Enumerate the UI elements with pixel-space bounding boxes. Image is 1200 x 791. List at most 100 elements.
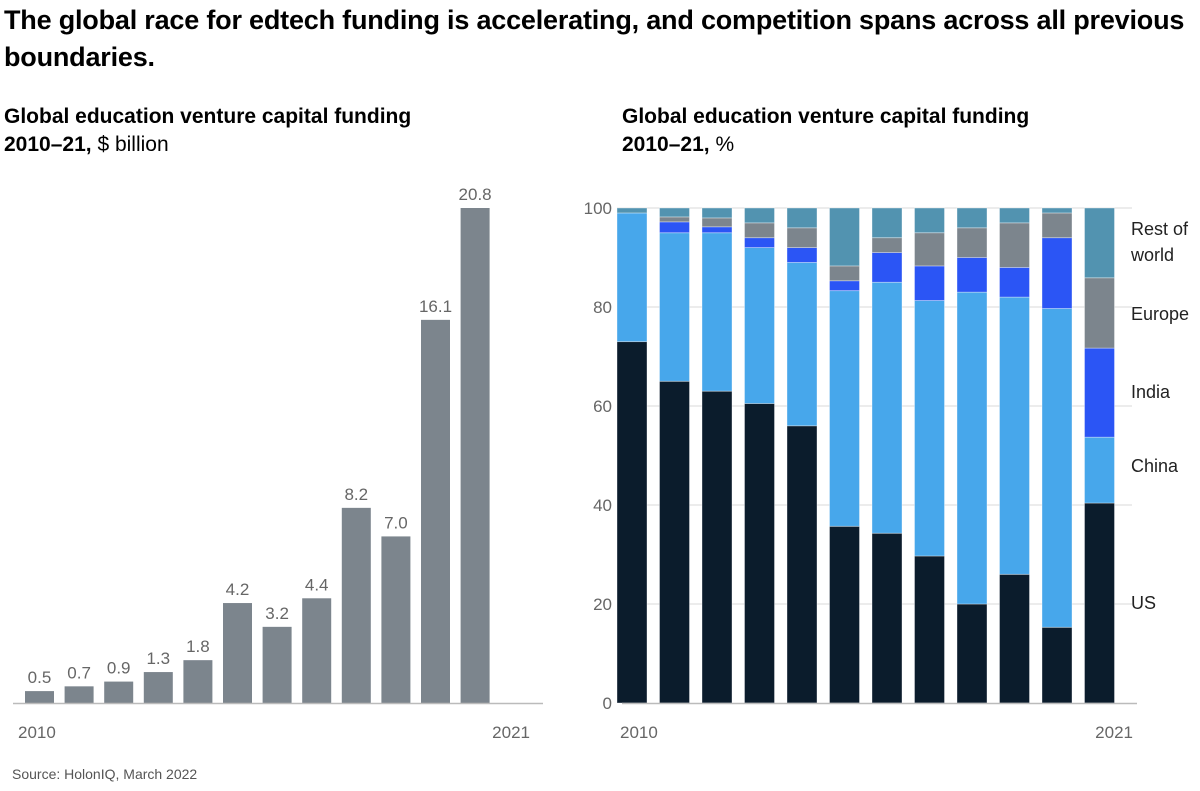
bar-2021 [460, 208, 490, 703]
segment-us-2016 [871, 532, 903, 704]
y-tick-label-20: 20 [593, 595, 612, 614]
segment-rest-of-world-2020 [1041, 207, 1073, 214]
data-label-2010: 0.5 [28, 668, 52, 687]
segment-rest-of-world-2017 [914, 207, 945, 234]
segment-europe-2018 [956, 227, 988, 258]
data-label-2015: 4.2 [226, 580, 250, 599]
bar-2020 [421, 319, 450, 703]
segment-europe-2017 [914, 232, 945, 267]
left-chart-title-main: Global education venture capital funding… [4, 105, 412, 156]
bar-2010 [25, 691, 54, 703]
left-chart-title: Global education venture capital funding… [4, 103, 424, 159]
segment-europe-2020 [1041, 212, 1073, 239]
segment-us-2010 [616, 341, 648, 704]
segment-rest-of-world-2014 [786, 207, 818, 229]
segment-india-2017 [914, 265, 945, 301]
x-tick-label-start: 2010 [18, 723, 56, 742]
segment-india-2012 [701, 226, 733, 234]
x-tick-label-end: 2021 [492, 723, 530, 742]
legend-china: China [1131, 456, 1179, 476]
segment-us-2012 [701, 390, 733, 704]
x-tick-label-start: 2010 [620, 723, 658, 742]
segment-rest-of-world-2021 [1084, 207, 1115, 279]
legend-rest-of-world-line1: Rest of [1131, 219, 1189, 239]
segment-europe-2021 [1084, 277, 1115, 349]
segment-us-2020 [1041, 626, 1073, 704]
left-chart-title-unit: $ billion [97, 133, 169, 156]
y-tick-label-60: 60 [593, 397, 612, 416]
data-label-2018: 8.2 [344, 485, 368, 504]
segment-rest-of-world-2018 [956, 207, 988, 229]
bar-2011 [64, 686, 94, 703]
bar-2015 [223, 603, 252, 703]
segment-india-2019 [999, 266, 1030, 298]
segment-europe-2012 [701, 217, 733, 228]
left-bar-chart: 0.5 0.7 0.9 1.3 1.8 4.2 3.2 4.4 8.2 7.0 16.1 20.8 20… [13, 185, 543, 742]
segment-india-2015 [829, 280, 860, 292]
bar-2017 [302, 598, 332, 703]
segment-china-2014 [786, 262, 818, 427]
data-label-2021: 20.8 [459, 185, 492, 204]
y-tick-label-80: 80 [593, 298, 612, 317]
legend-us: US [1131, 593, 1156, 613]
segment-rest-of-world-2013 [744, 207, 775, 224]
data-label-2013: 1.3 [146, 649, 170, 668]
source-note: Source: HolonIQ, March 2022 [12, 766, 198, 782]
segment-us-2014 [786, 425, 818, 704]
segment-china-2011 [659, 232, 690, 382]
segment-us-2015 [829, 525, 860, 704]
segment-us-2017 [914, 555, 945, 704]
segment-us-2019 [999, 573, 1030, 704]
right-stacked-bar-chart: 0 20 40 60 80 100 2010 2021 Rest of world Europe In… [584, 199, 1189, 742]
segment-europe-2015 [829, 265, 860, 282]
segment-rest-of-world-2019 [999, 207, 1030, 224]
segment-europe-2011 [659, 216, 690, 223]
right-chart-title-main: Global education venture capital funding… [622, 105, 1030, 156]
segment-china-2018 [956, 291, 988, 605]
data-label-2014: 1.8 [186, 637, 210, 656]
y-tick-label-0: 0 [603, 694, 612, 713]
segment-china-2015 [829, 290, 860, 527]
segment-rest-of-world-2012 [701, 207, 733, 219]
segment-us-2011 [659, 380, 690, 704]
segment-china-2020 [1041, 308, 1073, 628]
segment-china-2013 [744, 247, 775, 404]
segment-india-2020 [1041, 237, 1073, 309]
segment-india-2016 [871, 252, 903, 283]
segment-china-2012 [701, 232, 733, 392]
legend-india: India [1131, 382, 1171, 402]
segment-europe-2014 [786, 227, 818, 249]
segment-india-2013 [744, 237, 775, 248]
bar-2016 [262, 626, 292, 703]
legend-europe: Europe [1131, 304, 1189, 324]
data-label-2019: 7.0 [384, 513, 408, 532]
x-tick-label-end: 2021 [1095, 723, 1133, 742]
y-tick-label-40: 40 [593, 496, 612, 515]
segment-us-2021 [1084, 502, 1115, 704]
page-title: The global race for edtech funding is ac… [4, 5, 1185, 72]
segment-rest-of-world-2011 [659, 207, 690, 218]
segment-china-2021 [1084, 436, 1115, 504]
segment-india-2018 [956, 257, 988, 293]
y-tick-label-100: 100 [584, 199, 612, 218]
legend-rest-of-world-line2: world [1130, 245, 1174, 265]
bar-2014 [183, 660, 213, 703]
segment-china-2017 [914, 300, 945, 557]
data-label-2012: 0.9 [107, 659, 131, 678]
bar-2018 [341, 507, 371, 703]
segment-china-2019 [999, 296, 1030, 575]
segment-china-2010 [616, 212, 648, 343]
bar-2013 [143, 672, 173, 703]
segment-rest-of-world-2015 [829, 207, 860, 267]
right-chart-title: Global education venture capital funding… [622, 103, 1042, 159]
segment-india-2021 [1084, 347, 1115, 438]
data-label-2016: 3.2 [265, 604, 289, 623]
segment-europe-2013 [744, 222, 775, 239]
bar-2019 [381, 536, 411, 703]
segment-rest-of-world-2010 [616, 207, 648, 214]
data-label-2020: 16.1 [419, 297, 452, 316]
segment-china-2016 [871, 281, 903, 534]
data-label-2017: 4.4 [305, 575, 329, 594]
segment-europe-2019 [999, 222, 1030, 268]
